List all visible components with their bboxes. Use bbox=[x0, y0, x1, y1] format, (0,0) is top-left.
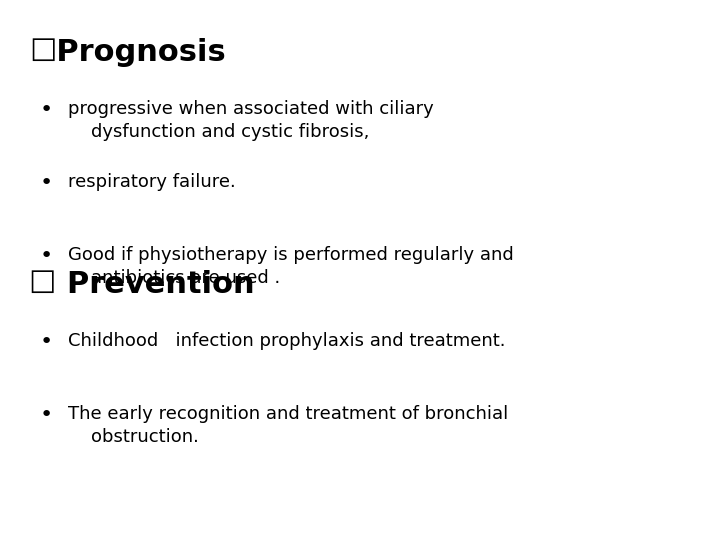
Text: ☐Prognosis: ☐Prognosis bbox=[29, 38, 225, 67]
Text: respiratory failure.: respiratory failure. bbox=[68, 173, 236, 191]
Text: ☐ Prevention: ☐ Prevention bbox=[29, 270, 254, 299]
Text: The early recognition and treatment of bronchial
    obstruction.: The early recognition and treatment of b… bbox=[68, 405, 508, 446]
Text: Childhood   infection prophylaxis and treatment.: Childhood infection prophylaxis and trea… bbox=[68, 332, 506, 350]
Text: Good if physiotherapy is performed regularly and
    antibiotics are used .: Good if physiotherapy is performed regul… bbox=[68, 246, 514, 287]
Text: •: • bbox=[40, 332, 53, 352]
Text: •: • bbox=[40, 173, 53, 193]
Text: •: • bbox=[40, 246, 53, 266]
Text: progressive when associated with ciliary
    dysfunction and cystic fibrosis,: progressive when associated with ciliary… bbox=[68, 100, 434, 141]
Text: •: • bbox=[40, 100, 53, 120]
Text: •: • bbox=[40, 405, 53, 425]
